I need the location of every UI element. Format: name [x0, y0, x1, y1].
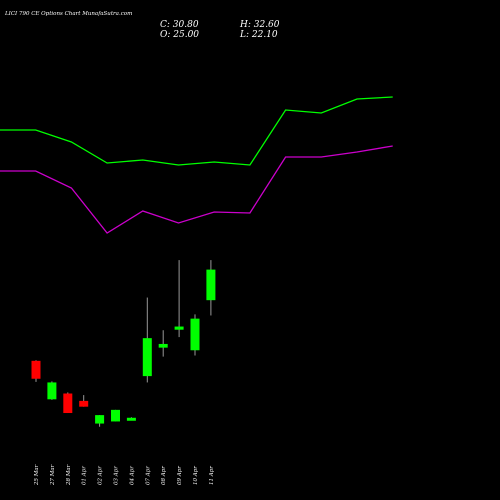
candle-body [206, 269, 216, 301]
candle [206, 260, 216, 316]
low-readout: L: 22.10 [239, 30, 278, 40]
candle [47, 381, 57, 400]
x-tick-label: 01 Apr [82, 466, 88, 485]
x-tick-label: 09 Apr [177, 466, 183, 485]
candles [31, 260, 216, 427]
candle-body [190, 318, 200, 351]
open-readout: O: 25.00 [160, 30, 199, 40]
candle [158, 330, 168, 357]
x-tick-label: 11 Apr [209, 466, 215, 485]
candle [190, 314, 200, 356]
candle-body [111, 409, 120, 422]
x-tick-label: 08 Apr [161, 466, 167, 485]
candle-body [158, 343, 168, 348]
candle [142, 297, 152, 383]
candle-body [31, 360, 41, 379]
x-tick-label: 04 Apr [129, 466, 135, 485]
x-tick-label: 10 Apr [193, 466, 199, 485]
upper-band-line [0, 96, 393, 166]
candle-body [126, 417, 136, 421]
x-tick-label: 07 Apr [145, 466, 151, 485]
candle-body [63, 393, 73, 414]
x-tick-label: 27 Mar [50, 464, 56, 486]
chart-title: LICI 790 CE Options Chart MunafaSutra.co… [4, 11, 132, 17]
high-readout: H: 32.60 [239, 20, 280, 30]
candle-body [95, 415, 105, 424]
close-readout: C: 30.80 [160, 20, 199, 30]
candle [63, 392, 73, 414]
candle [111, 409, 120, 422]
x-axis-ticks: 25 Mar 27 Mar 28 Mar 01 Apr 02 Apr 03 Apr 04 A… [34, 464, 215, 486]
candle [95, 415, 105, 427]
x-tick-label: 28 Mar [66, 464, 72, 486]
candle [31, 360, 41, 382]
candle [79, 395, 89, 407]
candle-body [174, 326, 184, 330]
indicator-bands [0, 96, 393, 234]
x-tick-label: 02 Apr [98, 466, 104, 485]
x-tick-label: 25 Mar [34, 464, 40, 486]
candle-body [79, 400, 89, 407]
lower-band-line [0, 145, 393, 234]
candle [126, 417, 136, 421]
candle-body [142, 338, 152, 377]
candle-body [47, 382, 57, 400]
x-tick-label: 03 Apr [114, 466, 120, 485]
candle [174, 260, 184, 338]
